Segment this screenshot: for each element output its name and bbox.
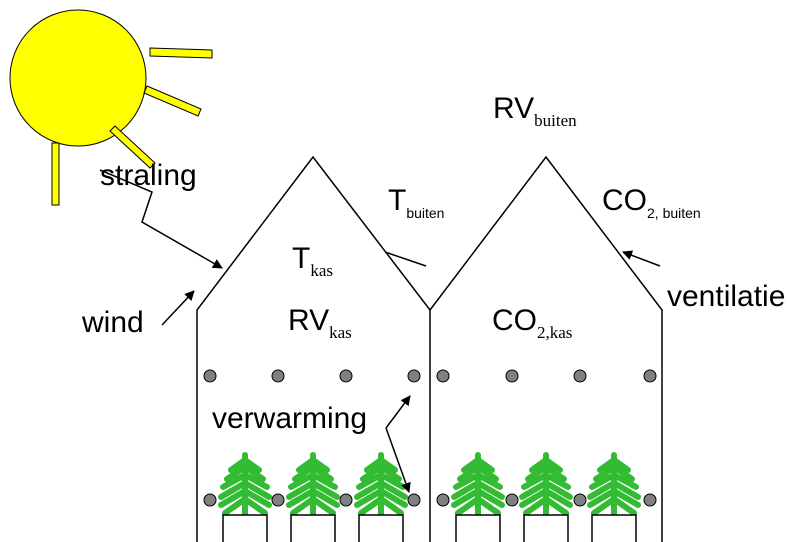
quantity-symbol: T xyxy=(292,242,310,275)
quantity-symbol: RV xyxy=(288,304,329,337)
quantity-subscript: 2, buiten xyxy=(647,205,701,221)
quantity-subscript: kas xyxy=(310,261,333,280)
quantity: Tkas xyxy=(292,242,333,280)
quantity-symbol: CO xyxy=(492,304,537,337)
quantity: CO2, buiten xyxy=(602,184,701,221)
label-straling: straling xyxy=(100,159,197,192)
quantity: CO2,kas xyxy=(492,304,572,342)
label-verwarming: verwarming xyxy=(212,402,367,435)
quantity-subscript: kas xyxy=(329,323,352,342)
quantity-subscript: buiten xyxy=(534,111,577,130)
quantity: RVbuiten xyxy=(493,92,577,130)
heating-pipes xyxy=(203,369,657,507)
quantity-subscript: 2,kas xyxy=(537,323,572,342)
label-ventilatie: ventilatie xyxy=(667,280,785,313)
label-wind: wind xyxy=(81,306,144,339)
greenhouse xyxy=(196,155,663,542)
quantity-subscript: buiten xyxy=(406,205,444,221)
quantity: RVkas xyxy=(288,304,352,342)
plants xyxy=(221,455,638,542)
quantity-symbol: T xyxy=(388,184,406,217)
sun xyxy=(9,9,213,206)
arrows xyxy=(99,169,661,493)
quantity-symbol: RV xyxy=(493,92,534,125)
quantity: Tbuiten xyxy=(388,184,444,221)
quantity-symbol: CO xyxy=(602,184,647,217)
